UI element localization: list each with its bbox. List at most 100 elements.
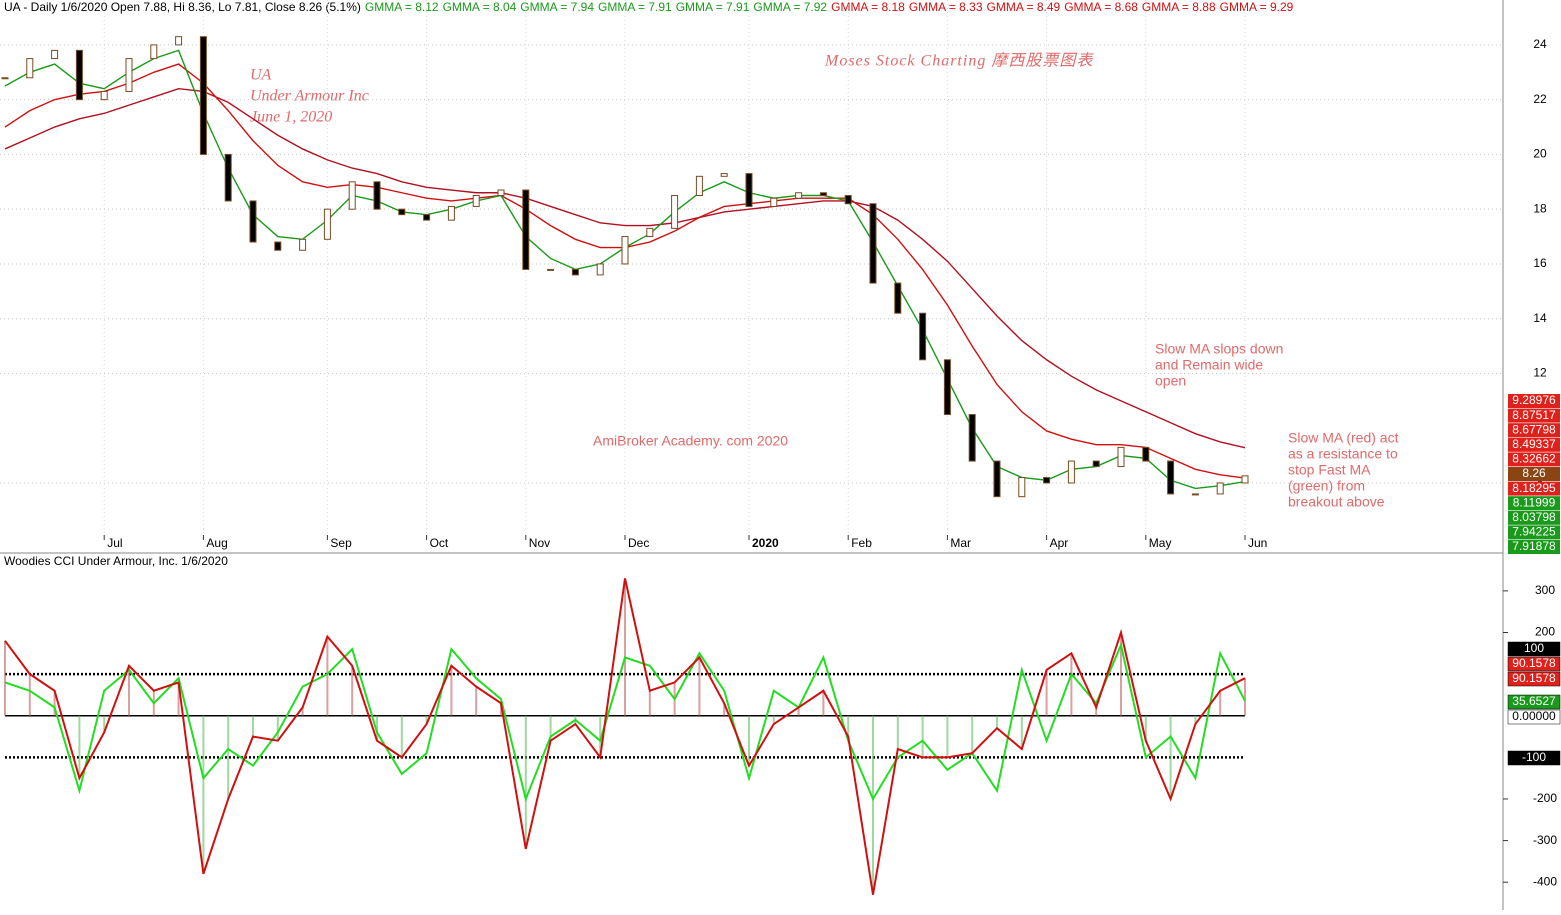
histogram-bar xyxy=(1070,653,1073,716)
histogram-bar xyxy=(103,715,106,733)
candle xyxy=(919,312,927,361)
credit: AmiBroker Academy. com 2020 xyxy=(593,433,788,449)
histogram-bar xyxy=(599,715,602,758)
candle xyxy=(199,36,207,155)
histogram-bar xyxy=(4,640,6,716)
y-tick-label: 16 xyxy=(1533,256,1547,270)
annotation: and Remain wide xyxy=(1155,357,1263,373)
y-tick-label: 22 xyxy=(1533,92,1547,106)
histogram-bar xyxy=(450,665,453,716)
histogram-bar xyxy=(376,715,378,741)
header-value: GMMA = 8.49 xyxy=(987,0,1061,14)
x-tick-label: Mar xyxy=(950,536,971,550)
candle xyxy=(224,153,232,202)
axis-badge xyxy=(1508,540,1560,554)
annotation: as a resistance to xyxy=(1288,446,1398,462)
axis-badge xyxy=(1508,510,1560,525)
histogram-bar xyxy=(1120,632,1122,716)
axis-badge-label: 8.11999 xyxy=(1513,495,1556,509)
histogram-bar xyxy=(400,715,403,758)
candle xyxy=(472,194,480,207)
histogram-bar xyxy=(351,665,354,716)
candle xyxy=(323,208,331,240)
candle xyxy=(274,241,282,251)
annotation: stop Fast MA xyxy=(1288,462,1371,478)
candle xyxy=(1018,477,1026,498)
axis-badge xyxy=(1508,423,1560,438)
header-value: GMMA = 7.91 xyxy=(598,0,672,14)
candle xyxy=(398,208,406,216)
annotation: June 1, 2020 xyxy=(250,109,332,126)
header-value: GMMA = 8.33 xyxy=(909,0,983,14)
histogram-bar xyxy=(276,715,279,741)
candle xyxy=(596,263,604,276)
y-tick-label: 18 xyxy=(1533,201,1547,215)
histogram-bar xyxy=(252,715,254,737)
histogram-bar xyxy=(78,715,81,779)
candle xyxy=(571,268,579,276)
candle xyxy=(770,197,778,207)
candle xyxy=(100,90,108,101)
axis-badge-label: 8.32662 xyxy=(1512,452,1556,466)
histogram-bar xyxy=(1219,690,1222,716)
annotation: UA xyxy=(250,67,272,84)
histogram-bar xyxy=(1095,707,1098,716)
axis-badge xyxy=(1508,525,1560,540)
y-tick-label: -300 xyxy=(1533,833,1557,847)
annotation: (green) from xyxy=(1288,478,1365,494)
candle xyxy=(1142,446,1150,462)
header-value: GMMA = 8.88 xyxy=(1142,0,1216,14)
axis-badge xyxy=(1508,437,1560,452)
histogram-bar xyxy=(847,715,850,737)
histogram-bar xyxy=(1144,715,1147,741)
annotation: Slow MA (red) act xyxy=(1288,430,1399,446)
y-tick-label: 12 xyxy=(1533,366,1547,380)
histogram-bar xyxy=(723,703,726,716)
histogram-bar xyxy=(202,715,205,874)
histogram-bar xyxy=(996,715,998,729)
series-line xyxy=(4,578,1246,895)
histogram-bar xyxy=(946,715,949,758)
histogram-bar xyxy=(177,682,180,716)
candle xyxy=(1067,460,1075,484)
x-tick-label: Nov xyxy=(529,536,550,550)
candle xyxy=(497,189,505,196)
histogram-bar xyxy=(822,690,825,716)
annotation: breakout above xyxy=(1288,494,1385,510)
histogram-bar xyxy=(748,715,750,766)
histogram-bar xyxy=(772,715,775,725)
axis-badge xyxy=(1507,750,1561,766)
axis-badge xyxy=(1507,709,1561,725)
histogram-bar xyxy=(1194,715,1197,725)
axis-badge xyxy=(1507,671,1561,687)
candle xyxy=(75,49,83,101)
histogram-bar xyxy=(648,690,651,716)
axis-badge-label: 8.67798 xyxy=(1512,422,1556,436)
histogram-bar xyxy=(624,578,626,716)
axis-badge xyxy=(1508,467,1560,481)
candle xyxy=(671,194,679,229)
histogram-bar xyxy=(896,715,899,750)
histogram-bar xyxy=(698,657,701,716)
title: UA - Daily 1/6/2020 Open 7.88, Hi 8.36, … xyxy=(4,0,361,14)
header: UA - Daily 1/6/2020 Open 7.88, Hi 8.36, … xyxy=(4,0,1294,14)
axis-badge xyxy=(1507,694,1561,710)
candle xyxy=(125,58,133,92)
header-value: GMMA = 8.12 xyxy=(365,0,439,14)
histogram-bar xyxy=(1244,678,1246,716)
histogram-bar xyxy=(524,715,527,849)
candle xyxy=(1167,460,1175,495)
axis-badge-label: 8.26 xyxy=(1522,466,1546,480)
annotation: Under Armour Inc xyxy=(250,88,369,105)
header-value: GMMA = 8.68 xyxy=(1064,0,1138,14)
axis-badge xyxy=(1508,408,1560,423)
series-line xyxy=(4,641,1246,803)
candle xyxy=(150,44,158,60)
brand: Moses Stock Charting 摩西股票图表 xyxy=(824,52,1094,70)
header-value: GMMA = 9.29 xyxy=(1220,0,1294,14)
candle xyxy=(695,175,703,196)
candle xyxy=(26,58,34,79)
candle xyxy=(175,36,183,46)
histogram-bar xyxy=(425,715,428,725)
